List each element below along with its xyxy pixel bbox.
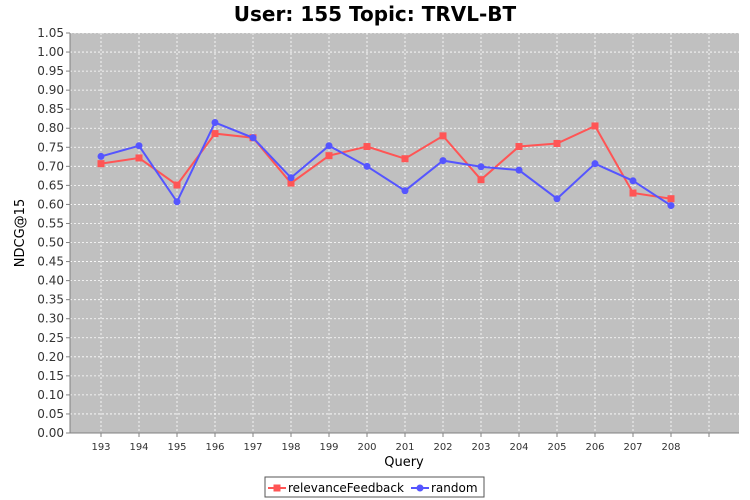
y-tick-label: 0.85 (37, 102, 64, 116)
x-axis-label: Query (384, 455, 424, 470)
y-tick-label: 0.00 (37, 426, 64, 440)
data-point-random (439, 157, 447, 165)
data-point-relevanceFeedback (515, 143, 523, 151)
legend-label-random: random (431, 481, 478, 495)
data-point-relevanceFeedback (667, 195, 675, 203)
x-tick-label: 206 (585, 442, 604, 453)
y-tick-label: 0.05 (37, 407, 64, 421)
x-tick-label: 205 (547, 442, 566, 453)
data-point-random (401, 187, 409, 195)
y-tick-label: 0.35 (37, 293, 64, 307)
data-point-random (477, 163, 485, 171)
series-line-relevanceFeedback (100, 124, 672, 200)
x-tick-label: 203 (471, 442, 490, 453)
data-point-random (667, 202, 675, 210)
data-point-random (287, 174, 295, 182)
data-point-random (363, 162, 371, 170)
data-point-relevanceFeedback (173, 181, 181, 189)
grid-lines (70, 32, 739, 434)
legend-box (264, 476, 485, 498)
data-point-relevanceFeedback (439, 132, 447, 140)
legend-marker-random (416, 484, 424, 492)
y-axis-ticks: 0.00 0.05 0.10 0.15 0.20 0.25 0.30 0.35 0.40 0.45… (37, 26, 70, 440)
data-point-relevanceFeedback (401, 155, 409, 163)
data-point-random (515, 166, 523, 174)
x-tick-label: 200 (357, 442, 376, 453)
y-tick-label: 0.50 (37, 236, 64, 250)
y-tick-label: 0.65 (37, 178, 64, 192)
y-tick-label: 0.60 (37, 197, 64, 211)
legend-marker-relevanceFeedback (273, 484, 281, 492)
y-tick-label: 0.25 (37, 331, 64, 345)
x-tick-label: 193 (91, 442, 110, 453)
x-tick-label: 208 (661, 442, 680, 453)
y-tick-label: 0.55 (37, 216, 64, 230)
y-tick-label: 0.90 (37, 83, 64, 97)
data-point-random (325, 142, 333, 150)
data-point-relevanceFeedback (553, 139, 561, 147)
y-tick-label: 0.95 (37, 64, 64, 78)
y-tick-label: 0.40 (37, 274, 64, 288)
x-tick-label: 196 (205, 442, 224, 453)
data-point-random (211, 119, 219, 127)
data-point-relevanceFeedback (591, 122, 599, 130)
y-tick-label: 0.10 (37, 388, 64, 402)
data-point-random (553, 195, 561, 203)
data-point-relevanceFeedback (97, 160, 105, 168)
x-tick-label: 199 (319, 442, 338, 453)
legend: relevanceFeedback random (264, 476, 485, 498)
x-tick-label: 201 (395, 442, 414, 453)
x-tick-label: 198 (281, 442, 300, 453)
plot-area (70, 33, 739, 433)
y-tick-label: 0.15 (37, 369, 64, 383)
data-point-relevanceFeedback (363, 143, 371, 151)
data-point-relevanceFeedback (135, 154, 143, 162)
data-point-random (173, 198, 181, 206)
x-tick-label: 197 (243, 442, 262, 453)
data-point-random (591, 160, 599, 168)
x-tick-label: 204 (509, 442, 528, 453)
data-point-relevanceFeedback (477, 176, 485, 184)
data-point-relevanceFeedback (325, 152, 333, 160)
x-axis-ticks: 193 194 195 196 197 198 199 200 201 202 203 204 205 2… (91, 433, 710, 453)
x-tick-label: 194 (129, 442, 148, 453)
y-tick-label: 0.75 (37, 140, 64, 154)
y-tick-label: 1.00 (37, 45, 64, 59)
data-point-random (629, 177, 637, 185)
y-tick-label: 0.30 (37, 312, 64, 326)
x-tick-label: 195 (167, 442, 186, 453)
data-point-random (97, 152, 105, 160)
series-line-random (100, 121, 672, 207)
data-point-relevanceFeedback (211, 130, 219, 138)
data-point-random (135, 142, 143, 150)
data-point-relevanceFeedback (629, 189, 637, 197)
x-tick-label: 202 (433, 442, 452, 453)
chart-title: User: 155 Topic: TRVL-BT (234, 2, 517, 26)
data-point-relevanceFeedback (287, 179, 295, 187)
series-group (97, 119, 675, 210)
data-point-random (249, 134, 257, 142)
y-tick-label: 0.45 (37, 255, 64, 269)
y-tick-label: 1.05 (37, 26, 64, 40)
y-axis-label: NDCG@15 (13, 199, 28, 267)
x-tick-label: 207 (623, 442, 642, 453)
legend-label-relevanceFeedback: relevanceFeedback (288, 481, 404, 495)
y-tick-label: 0.80 (37, 121, 64, 135)
y-tick-label: 0.20 (37, 350, 64, 364)
y-tick-label: 0.70 (37, 159, 64, 173)
